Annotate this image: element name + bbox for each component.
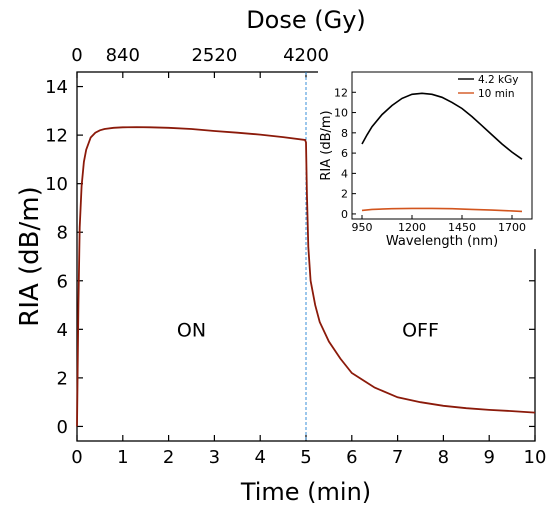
inset-y-tick-label: 2 — [341, 188, 348, 201]
legend-label-10-min: 10 min — [478, 88, 515, 100]
main-x-ticks: 0 1 2 3 4 5 6 7 8 9 10 — [71, 72, 546, 468]
y-tick-label: 6 — [57, 271, 68, 292]
inset-x-ticks: 950 1200 1450 1700 — [352, 215, 526, 234]
top-tick-label: 840 — [106, 45, 140, 66]
top-tick-label: 0 — [71, 45, 82, 66]
y-tick-label: 0 — [57, 417, 68, 438]
top-tick-label: 2520 — [191, 45, 237, 66]
inset-y-tick-label: 0 — [341, 208, 348, 221]
inset-x-tick-label: 1200 — [398, 221, 426, 234]
x-tick-label: 7 — [392, 447, 403, 468]
x-tick-label: 9 — [483, 447, 494, 468]
inset-y-tick-label: 8 — [341, 127, 348, 140]
x-tick-label: 4 — [254, 447, 265, 468]
inset-series-line-10-min — [361, 207, 523, 213]
inset-x-axis-title: Wavelength (nm) — [386, 234, 498, 249]
inset-frame — [351, 71, 533, 220]
inset-y-tick-label: 4 — [341, 167, 348, 180]
inset-y-tick-label: 6 — [341, 147, 348, 160]
x-tick-label: 1 — [117, 447, 128, 468]
inset-series-line-4-2-kgy — [361, 92, 523, 160]
inset-y-tick-label: 12 — [334, 86, 348, 99]
inset-legend: 4.2 kGy 10 min — [458, 74, 518, 100]
y-tick-label: 4 — [57, 320, 68, 341]
top-axis-title: Dose (Gy) — [246, 6, 366, 34]
legend-label-4-2-kgy: 4.2 kGy — [478, 74, 518, 86]
x-axis-title: Time (min) — [240, 478, 371, 506]
inset-x-tick-label: 1450 — [448, 221, 476, 234]
inset-x-tick-label: 950 — [352, 221, 373, 234]
y-tick-label: 14 — [45, 77, 68, 98]
inset-y-ticks: 0 2 4 6 8 10 12 — [334, 86, 356, 221]
x-tick-label: 3 — [209, 447, 220, 468]
y-tick-label: 8 — [57, 223, 68, 244]
annotation-on: ON — [177, 319, 206, 341]
inset-x-tick-label: 1700 — [498, 221, 526, 234]
inset-y-axis-title: RIA (dB/m) — [319, 110, 334, 180]
x-tick-label: 0 — [71, 447, 82, 468]
x-tick-label: 6 — [346, 447, 357, 468]
series-line-ria-time — [76, 126, 536, 427]
inset-plot: 950 1200 1450 1700 0 2 4 6 8 10 12 4.2 kGy 10 min… — [318, 71, 536, 249]
x-tick-label: 8 — [438, 447, 449, 468]
y-tick-label: 2 — [57, 368, 68, 389]
annotation-off: OFF — [402, 319, 439, 341]
x-tick-label: 5 — [300, 447, 311, 468]
x-tick-label: 10 — [524, 447, 547, 468]
y-axis-title: RIA (dB/m) — [15, 186, 45, 327]
x-tick-label: 2 — [163, 447, 174, 468]
top-tick-label: 4200 — [283, 45, 329, 66]
y-tick-label: 12 — [45, 126, 68, 147]
main-top-ticks: 0 840 2520 4200 — [71, 45, 329, 66]
y-tick-label: 10 — [45, 174, 68, 195]
inset-y-tick-label: 10 — [334, 107, 348, 120]
